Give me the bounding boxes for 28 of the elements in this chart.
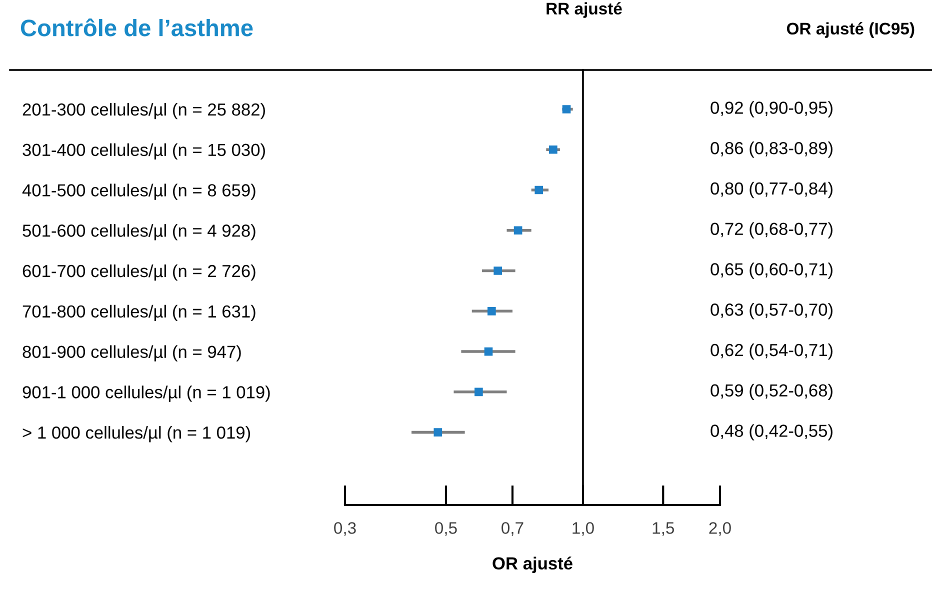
data-label: 0,72 (0,68-0,77)	[710, 222, 832, 238]
x-tick-label: 0,5	[435, 522, 457, 536]
x-tick-label: 1,0	[572, 522, 594, 536]
x-tick-label: 2,0	[709, 522, 731, 536]
y-tick-label: 601-700 cellules/µl (n = 2 726)	[22, 264, 256, 281]
data-label: 0,62 (0,54-0,71)	[710, 343, 832, 360]
x-tick-label: 1,5	[652, 522, 674, 536]
data-label: 0,48 (0,42-0,55)	[710, 424, 832, 440]
y-tick-label: 401-500 cellules/µl (n = 8 659)	[22, 184, 256, 200]
x-tick-label: 0,7	[502, 522, 524, 536]
y-tick-label: 701-800 cellules/µl (n = 1 631)	[22, 304, 256, 322]
data-label: 0,80 (0,77-0,84)	[710, 182, 832, 198]
y-tick-label: 901-1 000 cellules/µl (n = 1 019)	[22, 386, 270, 402]
data-label: 0,59 (0,52-0,68)	[710, 384, 832, 400]
data-label: 0,65 (0,60-0,71)	[710, 262, 832, 279]
data-label: 0,63 (0,57-0,70)	[710, 303, 832, 320]
text: RR ajusté	[546, 2, 622, 18]
data-label: 0,92 (0,90-0,95)	[710, 101, 832, 118]
text: OR ajusté (IC95)	[786, 22, 914, 38]
y-tick-label: 201-300 cellules/µl (n = 25 882)	[22, 102, 265, 120]
data-label: 0,86 (0,83-0,89)	[710, 142, 832, 158]
x-tick-label: 0,3	[334, 522, 356, 536]
text: Contrôle de l’asthme	[20, 18, 253, 36]
x-axis-title: OR ajusté	[492, 556, 572, 573]
y-tick-label: > 1 000 cellules/µl (n = 1 019)	[22, 426, 250, 442]
y-tick-label: 801-900 cellules/µl (n = 947)	[22, 345, 241, 362]
y-tick-label: 301-400 cellules/µl (n = 15 030)	[22, 143, 265, 160]
y-tick-label: 501-600 cellules/µl (n = 4 928)	[22, 224, 256, 240]
